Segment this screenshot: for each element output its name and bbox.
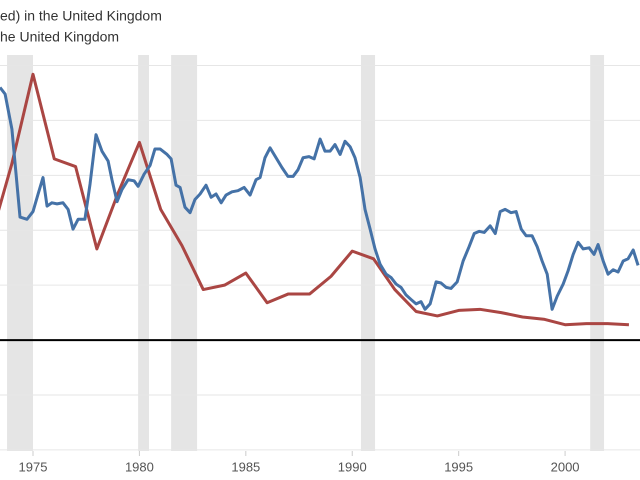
legend-entry: ed) in the United Kingdom [0, 8, 162, 24]
x-tick-label: 1980 [125, 459, 154, 474]
series-line [0, 86, 640, 311]
x-tick-label: 1995 [444, 459, 473, 474]
x-tick-label: 1985 [231, 459, 260, 474]
grid [0, 64, 640, 451]
recession-bar [360, 55, 376, 451]
recession-bar [138, 55, 149, 451]
x-tick-label: 2000 [551, 459, 580, 474]
recession-shading [7, 55, 605, 451]
x-tick-label: 1990 [338, 459, 367, 474]
legend: ed) in the United Kingdom he United King… [0, 8, 162, 45]
legend-entry: he United Kingdom [0, 29, 119, 45]
series-line [0, 72, 630, 327]
recession-bar [590, 55, 605, 451]
recession-bar [7, 55, 33, 451]
x-axis: 1975 1980 1985 1990 1995 2000 [19, 451, 580, 474]
series-lines [0, 72, 640, 327]
x-tick-label: 1975 [19, 459, 48, 474]
